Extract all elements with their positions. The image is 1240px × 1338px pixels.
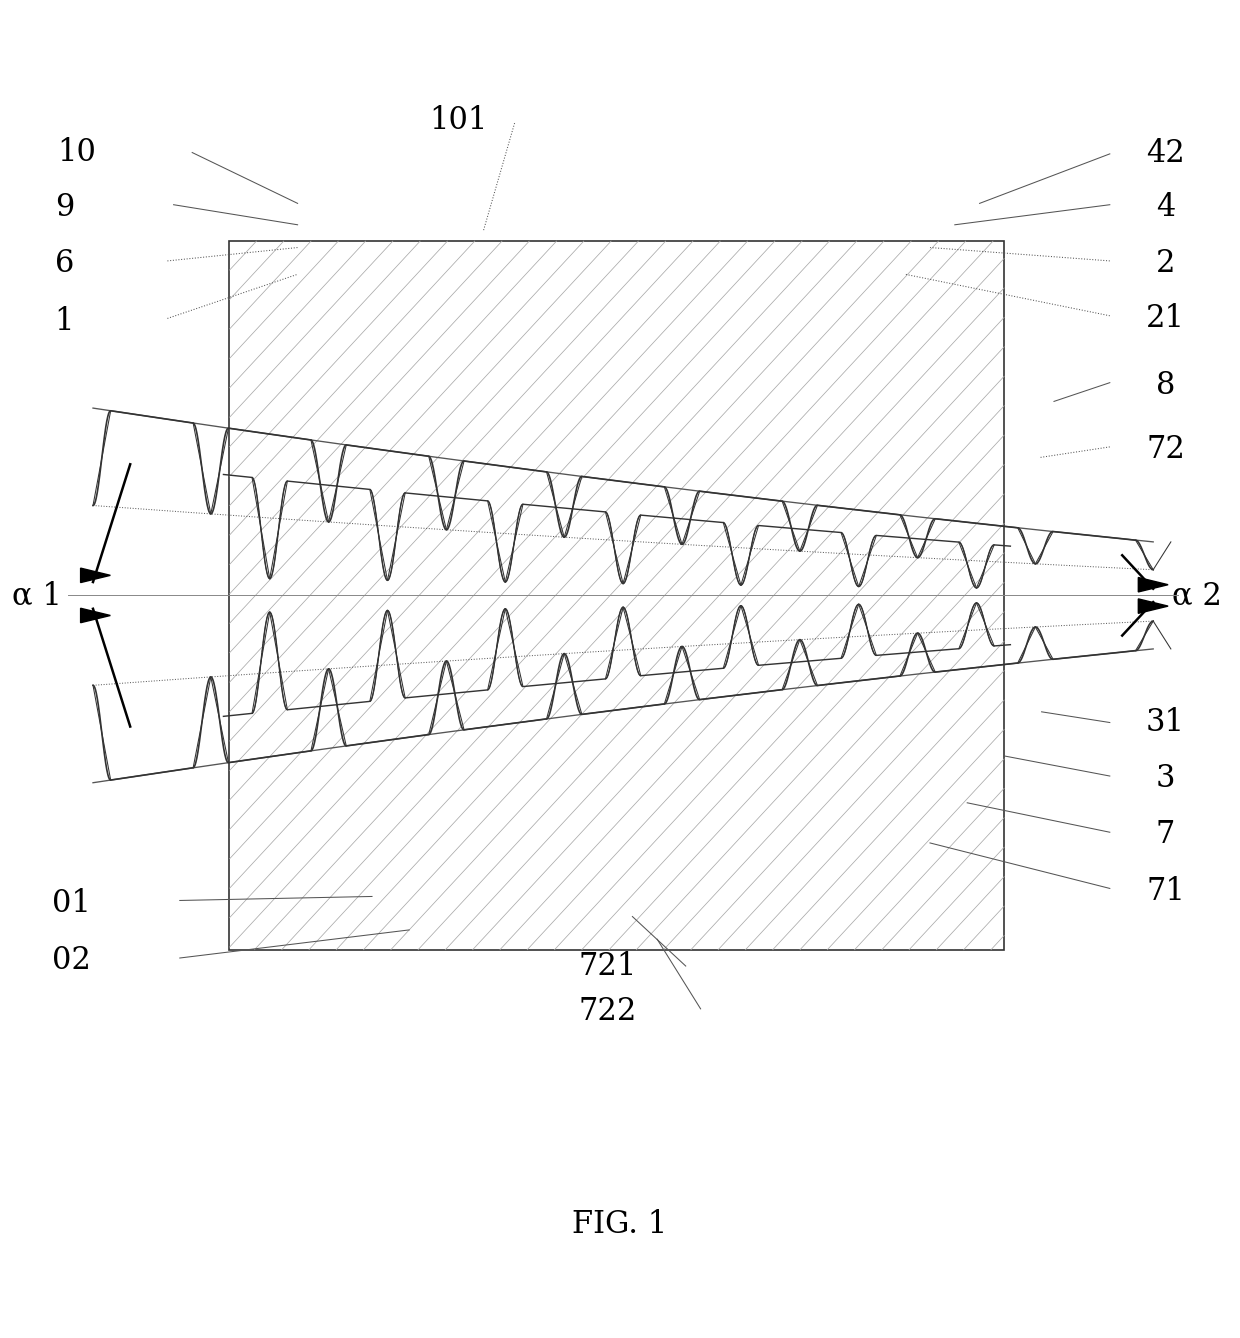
Text: 01: 01 [52, 887, 92, 919]
Polygon shape [81, 609, 110, 622]
Text: 7: 7 [1156, 819, 1176, 851]
Text: 02: 02 [52, 945, 92, 977]
Text: 8: 8 [1156, 369, 1176, 401]
Text: α 1: α 1 [12, 579, 62, 611]
Text: 1: 1 [55, 305, 74, 337]
Text: 72: 72 [1146, 434, 1185, 466]
Text: 71: 71 [1146, 875, 1185, 907]
Text: 2: 2 [1156, 248, 1176, 280]
Text: 722: 722 [578, 995, 637, 1028]
Polygon shape [81, 569, 110, 582]
Text: 42: 42 [1146, 138, 1185, 170]
Text: 9: 9 [55, 191, 74, 223]
Text: 3: 3 [1156, 763, 1176, 795]
Bar [229, 241, 1004, 950]
Text: 10: 10 [57, 136, 97, 169]
Text: 4: 4 [1156, 191, 1176, 223]
Text: 31: 31 [1146, 706, 1185, 739]
Text: FIG. 1: FIG. 1 [573, 1208, 667, 1240]
Text: α 2: α 2 [1172, 579, 1221, 611]
Polygon shape [1138, 599, 1168, 613]
Text: 721: 721 [578, 950, 637, 982]
Text: 6: 6 [55, 248, 74, 280]
Text: 21: 21 [1146, 302, 1185, 334]
Polygon shape [1138, 578, 1168, 591]
Text: 101: 101 [429, 104, 489, 136]
